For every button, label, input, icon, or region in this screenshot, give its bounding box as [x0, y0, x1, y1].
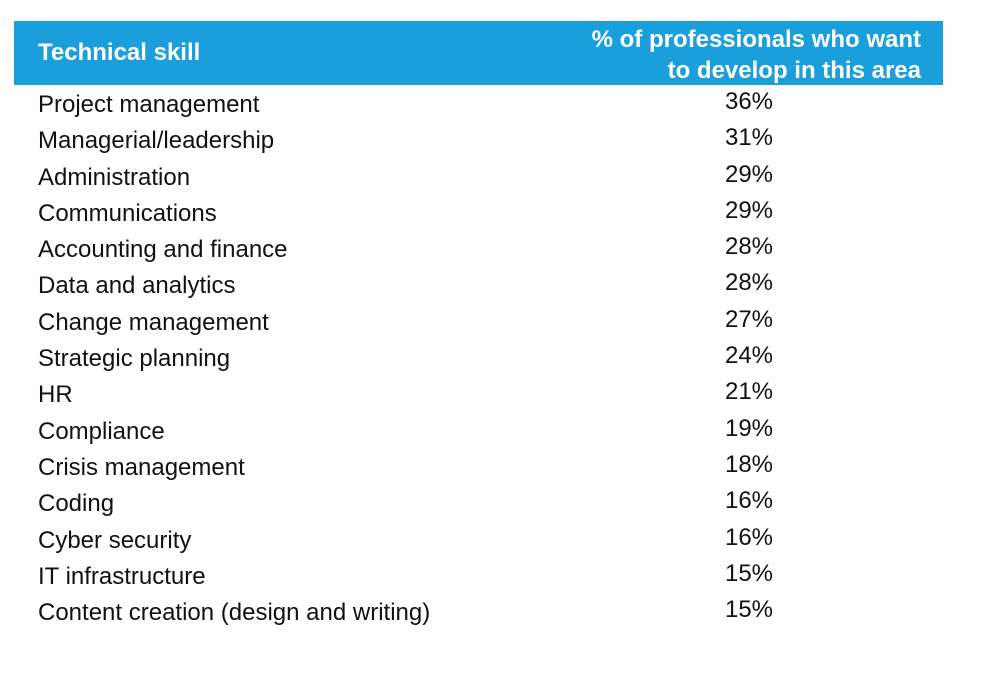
- table-header: Technical skill % of professionals who w…: [14, 21, 943, 85]
- table-row: Project management 36%: [14, 85, 943, 121]
- table-row: Coding 16%: [14, 484, 943, 520]
- skill-name-cell: Accounting and finance: [38, 236, 288, 264]
- skill-name-cell: IT infrastructure: [38, 562, 206, 590]
- table-row: HR 21%: [14, 375, 943, 411]
- skill-name-cell: Communications: [38, 199, 217, 227]
- table-row: Communications 29%: [14, 194, 943, 230]
- skill-name-cell: Crisis management: [38, 453, 245, 481]
- skill-percent-cell: 27%: [724, 305, 774, 333]
- skill-percent-cell: 36%: [724, 88, 774, 115]
- skill-percent-cell: 18%: [724, 450, 774, 478]
- skill-name-cell: Content creation (design and writing): [38, 599, 431, 627]
- skill-percent-cell: 29%: [724, 196, 774, 224]
- skill-name-cell: Compliance: [38, 417, 165, 445]
- header-percent-line-1: % of professionals who want: [591, 26, 921, 53]
- skill-name-cell: Strategic planning: [38, 345, 231, 373]
- skill-percent-cell: 24%: [724, 342, 774, 370]
- skills-table: Technical skill % of professionals who w…: [14, 21, 943, 629]
- table-row: Administration 29%: [14, 158, 943, 194]
- skill-name-cell: Administration: [38, 163, 191, 191]
- header-technical-skill: Technical skill: [38, 39, 201, 66]
- skill-percent-cell: 21%: [724, 378, 774, 406]
- skill-name-cell: Cyber security: [38, 526, 192, 554]
- skill-percent-cell: 16%: [724, 487, 774, 515]
- skill-name-cell: Project management: [38, 91, 260, 118]
- table-row: Data and analytics 28%: [14, 266, 943, 302]
- skill-name-cell: Change management: [38, 308, 269, 336]
- skill-percent-cell: 15%: [724, 559, 774, 587]
- table-row: Compliance 19%: [14, 412, 943, 448]
- header-percent-professionals: % of professionals who want to develop i…: [521, 24, 921, 86]
- skill-percent-cell: 15%: [724, 596, 774, 624]
- table-row: Cyber security 16%: [14, 521, 943, 557]
- skill-name-cell: Managerial/leadership: [38, 127, 275, 155]
- table-body: Project management 36% Managerial/leadersh…: [14, 85, 943, 629]
- skill-percent-cell: 29%: [724, 160, 774, 188]
- skill-percent-cell: 28%: [724, 233, 774, 261]
- skill-percent-cell: 31%: [724, 124, 774, 152]
- skill-percent-cell: 16%: [724, 523, 774, 551]
- skill-percent-cell: 28%: [724, 269, 774, 297]
- skill-name-cell: Coding: [38, 490, 115, 518]
- table-row: Crisis management 18%: [14, 448, 943, 484]
- table-row: Content creation (design and writing) 15%: [14, 593, 943, 629]
- header-percent-line-2: to develop in this area: [667, 57, 921, 84]
- table-row: Managerial/leadership 31%: [14, 121, 943, 157]
- table-row: Change management 27%: [14, 303, 943, 339]
- table-row: Strategic planning 24%: [14, 339, 943, 375]
- skill-name-cell: HR: [38, 381, 73, 409]
- skill-name-cell: Data and analytics: [38, 272, 236, 300]
- skill-percent-cell: 19%: [724, 414, 774, 442]
- table-row: Accounting and finance 28%: [14, 230, 943, 266]
- table-row: IT infrastructure 15%: [14, 557, 943, 593]
